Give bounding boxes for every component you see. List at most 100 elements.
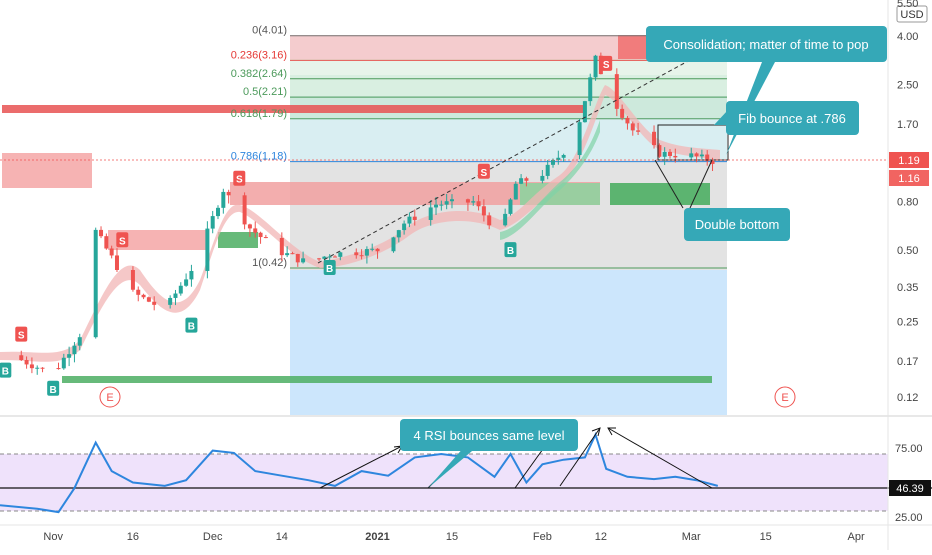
signal-label: B [50, 385, 57, 396]
callout-double-bottom-text: Double bottom [695, 217, 780, 232]
candle-body [168, 297, 173, 305]
fib-label: 0(4.01) [252, 25, 287, 37]
candle-body [279, 238, 284, 256]
price-tick-label: 0.12 [897, 392, 918, 404]
fib-label: 0.618(1.79) [231, 108, 287, 120]
sell-signal [116, 232, 129, 248]
candle-body [503, 213, 508, 226]
candle-body [439, 204, 444, 206]
time-tick-label: Nov [43, 531, 63, 543]
supply-zone-mid [230, 182, 600, 205]
rsi-line [0, 431, 719, 514]
candle-body [519, 178, 524, 184]
candle-body [322, 256, 327, 259]
price-tick-label: 4.00 [897, 31, 918, 43]
rsi-axis[interactable]: 75.00 25.00 46.39 [889, 443, 931, 524]
demand-zone-dec [218, 232, 258, 248]
candle-body [136, 289, 141, 295]
candle-body [152, 301, 157, 305]
candle-body [93, 229, 98, 338]
candle-body [561, 155, 566, 158]
candle-body [253, 228, 258, 233]
candle-body [24, 360, 29, 365]
candle-body [625, 117, 630, 124]
candle-body [301, 258, 306, 263]
candle-body [354, 252, 359, 256]
earnings-markers: E E [99, 386, 796, 408]
time-tick-label: Apr [848, 531, 865, 543]
candle-body [221, 191, 226, 208]
fib-band-382-5 [290, 75, 727, 96]
callout-consolidation-text: Consolidation; matter of time to pop [663, 37, 868, 52]
signal-markers: S B B S B S B S B S [0, 55, 613, 396]
candle-body [444, 201, 449, 205]
candle-body [285, 253, 290, 256]
buy-signal [504, 242, 517, 258]
candle-body [487, 215, 492, 226]
callout-double-bottom: Double bottom [684, 208, 790, 241]
sell-signal [477, 163, 490, 179]
candle-body [513, 183, 518, 200]
price-ticks: 5.50 4.00 2.50 1.70 1.16 0.80 0.50 0.35 0.25 0.17… [897, 0, 918, 404]
candle-body [667, 151, 672, 156]
buy-signal [185, 317, 198, 333]
price-tick-label: 0.17 [897, 356, 918, 368]
supply-zone-dec [108, 230, 208, 250]
candle-body [364, 249, 369, 256]
candle-body [205, 228, 210, 271]
supply-zone-left [2, 153, 92, 188]
candle-body [216, 207, 221, 217]
demand-zone-mar [610, 183, 710, 205]
time-tick-label: 15 [760, 531, 772, 543]
price-tick-label: 0.25 [897, 316, 918, 328]
candle-body [577, 122, 582, 156]
candle-body [556, 157, 561, 160]
prev-price-badge [889, 170, 929, 186]
candle-body [77, 337, 82, 346]
candle-body [130, 269, 135, 290]
price-tick-label: 1.70 [897, 119, 918, 131]
candle-body [332, 256, 337, 258]
rsi-band [0, 454, 888, 511]
callout-rsi-bounces: 4 RSI bounces same level [400, 419, 578, 488]
candle-body [56, 368, 61, 370]
candle-body [614, 74, 619, 109]
signal-label: B [507, 246, 514, 257]
buy-signal [323, 260, 336, 276]
candle-body [370, 248, 375, 250]
earnings-marker-2 [774, 386, 796, 408]
candle-body [19, 355, 24, 361]
candle-body [210, 216, 215, 229]
candle-body [524, 178, 529, 181]
time-tick-label: 15 [446, 531, 458, 543]
candle-body [662, 151, 667, 157]
rsi-value-badge [889, 480, 931, 496]
resistance-band [2, 105, 585, 113]
buy-signal [0, 362, 12, 378]
candle-body [476, 201, 481, 207]
fib-label: 0.786(1.18) [231, 151, 287, 163]
earnings-label-1: E [106, 392, 113, 404]
fib-label: 1(0.42) [252, 257, 287, 269]
candle-body [434, 204, 439, 208]
rsi-pane [0, 427, 932, 514]
price-tick-label: 0.35 [897, 282, 918, 294]
candle-body [263, 237, 268, 239]
candle-body [636, 130, 641, 132]
time-tick-label: Dec [203, 531, 223, 543]
candle-body [338, 252, 343, 257]
time-axis[interactable]: Nov 16 Dec 14 2021 15 Feb 12 Mar 15 Apr [0, 524, 932, 543]
candle-body [540, 175, 545, 181]
currency-label: USD [900, 9, 923, 21]
candle-body [141, 294, 146, 298]
candle-body [582, 101, 587, 123]
candle-body [258, 232, 263, 238]
candle-body [327, 256, 332, 258]
trendline [317, 59, 691, 264]
rsi-tick-25: 25.00 [895, 512, 923, 524]
candle-body [699, 154, 704, 157]
fib-band-236-382 [290, 59, 727, 75]
candle-body [465, 199, 470, 203]
candle-body [189, 270, 194, 280]
